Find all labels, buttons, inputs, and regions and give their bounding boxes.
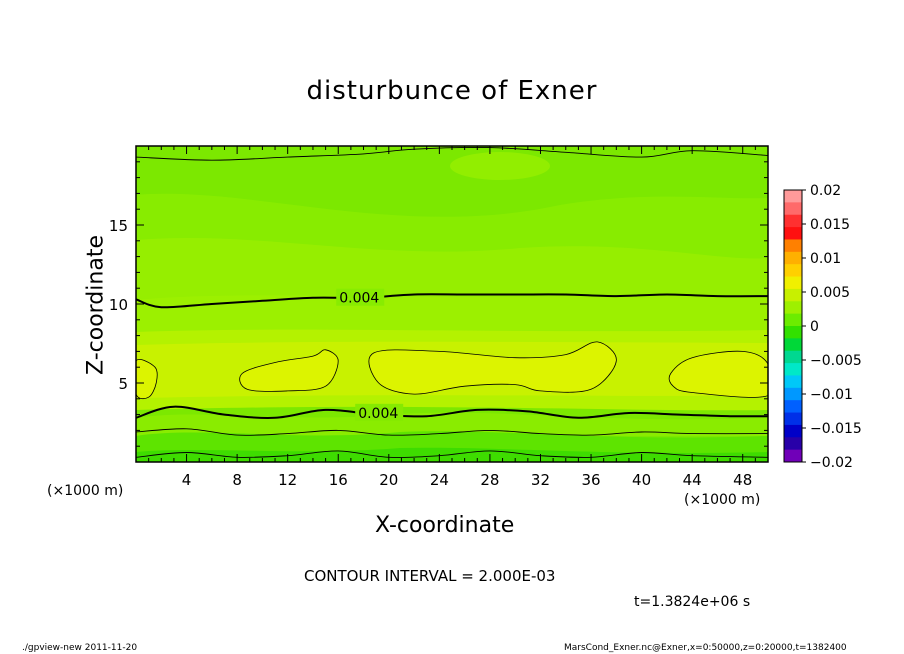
colorbar-swatch [784,214,802,228]
contour-line-2 [136,428,768,436]
colorbar-swatch [784,326,802,339]
colorbar-tick-label: −0.015 [810,421,862,437]
contour-interval-label: CONTOUR INTERVAL = 2.000E-03 [304,567,556,585]
colorbar-tick-label: 0.02 [810,183,841,199]
colorbar-swatch [784,387,802,401]
y-tick-label: 15 [109,217,128,235]
contour-line-1 [136,405,768,419]
colorbar-tick-label: 0 [810,319,819,335]
colorbar-swatch [784,338,802,352]
colorbar-swatch [784,251,802,265]
colorbar-swatch [784,424,802,438]
closed-contours [136,341,768,400]
contour-label-bg [355,403,404,421]
colorbar-swatch [784,313,802,327]
colorbar-swatch [784,202,802,216]
plot-area [136,146,768,462]
time-label: t=1.3824e+06 s [634,594,751,610]
x-tick-label: 4 [182,471,192,489]
colorbar-swatch [784,190,802,203]
colorbar-swatch [784,301,802,315]
footer-left: ./gpview-new 2011-11-20 [22,643,138,653]
colorbar-swatch [784,239,802,253]
closed-contour-1 [239,349,339,392]
colorbar-tick-label: 0.015 [810,217,850,233]
y-tick-label: 5 [118,375,128,393]
x-tick-label: 28 [480,471,499,489]
x-tick-label: 16 [329,471,348,489]
field-blob-top [450,152,550,180]
colorbar-swatch [784,227,802,240]
colorbar-swatch [784,449,802,463]
x-ticks: 4 8 12 16 20 24 28 32 36 40 44 48 [135,146,769,489]
x-tick-label: 40 [632,471,651,489]
field-band-below-contour [136,295,768,332]
x-axis-label: X-coordinate [375,513,515,538]
colorbar-swatch [784,264,802,277]
chart-title: disturbunce of Exner [306,76,598,106]
colorbar: 0.02 0.015 0.01 0.005 0 −0.005 −0.01 −0.015 −0.0… [783,183,862,471]
colorbar-swatch [784,288,802,302]
footer-right: MarsCond_Exner.nc@Exner,x=0:50000,z=0:20… [564,643,847,653]
contour-line-0 [136,293,768,309]
colorbar-tick-label: −0.005 [810,353,862,369]
x-unit-label-left: (×1000 m) [47,483,124,499]
field-band-mid [136,238,768,300]
colorbar-swatch [784,276,802,290]
contour-lines [136,147,768,458]
y-ticks: 5 10 15 [109,161,768,463]
colorbar-tick-label: −0.02 [810,455,853,471]
colorbar-swatch [784,412,802,426]
x-tick-label: 36 [581,471,600,489]
field-band-lower-1 [136,412,768,436]
colorbar-tick-label: −0.01 [810,387,853,403]
x-tick-label: 12 [278,471,297,489]
contour-label-bg [336,288,385,306]
contour-labels: 0.004 0.004 [336,288,404,422]
x-tick-label: 20 [379,471,398,489]
colorbar-swatch [784,437,802,451]
contour-line-4 [136,147,768,161]
x-tick-label: 8 [232,471,242,489]
x-tick-label: 48 [733,471,752,489]
x-tick-label: 44 [683,471,702,489]
x-tick-label: 24 [430,471,449,489]
colorbar-tick-label: 0.01 [810,251,841,267]
x-unit-label-right: (×1000 m) [684,492,761,508]
contour-label: 0.004 [358,406,398,422]
colorbar-swatch [784,375,802,389]
colorbar-swatch [784,350,802,364]
colorbar-swatch [784,363,802,376]
colorbar-swatch [784,400,802,413]
closed-contour-3 [668,350,768,398]
closed-contour-2 [368,341,617,395]
x-tick-label: 32 [531,471,550,489]
closed-contour-0 [136,359,158,400]
y-tick-label: 10 [109,296,128,314]
colorbar-tick-label: 0.005 [810,285,850,301]
contour-label: 0.004 [339,291,379,307]
